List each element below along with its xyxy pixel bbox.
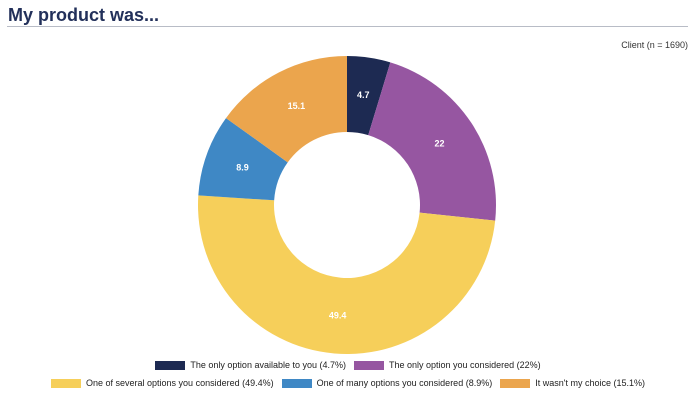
legend-label: The only option you considered (22%)	[389, 360, 541, 370]
donut-slice-1[interactable]	[368, 62, 496, 221]
donut-slice-3[interactable]	[198, 118, 288, 201]
legend-swatch	[155, 360, 186, 370]
slice-value-label-4: 15.1	[288, 101, 306, 111]
legend-item-one-of-many[interactable]: One of many options you considered (8.9%…	[281, 378, 493, 388]
sample-size-label: Client (n = 1690)	[621, 40, 688, 50]
donut-slice-4[interactable]	[225, 56, 347, 163]
legend-label: One of several options you considered (4…	[86, 378, 274, 388]
legend-item-only-option-available[interactable]: The only option available to you (4.7%)	[155, 360, 346, 370]
donut-slices	[197, 56, 496, 355]
legend-label: One of many options you considered (8.9%…	[316, 378, 493, 388]
slice-value-label-1: 22	[435, 139, 445, 149]
legend-item-not-my-choice[interactable]: It wasn't my choice (15.1%)	[500, 378, 645, 388]
donut-slice-2[interactable]	[197, 195, 496, 355]
legend-item-one-of-several[interactable]: One of several options you considered (4…	[51, 378, 274, 388]
legend-row-2: One of several options you considered (4…	[0, 378, 696, 388]
legend-swatch	[281, 378, 312, 388]
legend-swatch	[354, 360, 384, 370]
chart-title: My product was...	[8, 5, 160, 25]
legend-swatch	[500, 378, 531, 388]
donut-slice-labels: 4.7 22 49.4 8.9 15.1	[236, 90, 444, 320]
slice-value-label-3: 8.9	[236, 163, 249, 173]
legend-label: It wasn't my choice (15.1%)	[535, 378, 645, 388]
legend-row-1: The only option available to you (4.7%) …	[0, 360, 696, 370]
legend-swatch	[51, 378, 81, 388]
legend-item-only-option-considered[interactable]: The only option you considered (22%)	[354, 360, 541, 370]
slice-value-label-0: 4.7	[357, 90, 370, 100]
title-divider	[7, 26, 688, 27]
legend-label: The only option available to you (4.7%)	[190, 360, 346, 370]
donut-slice-0[interactable]	[347, 56, 391, 136]
slice-value-label-2: 49.4	[329, 311, 347, 321]
